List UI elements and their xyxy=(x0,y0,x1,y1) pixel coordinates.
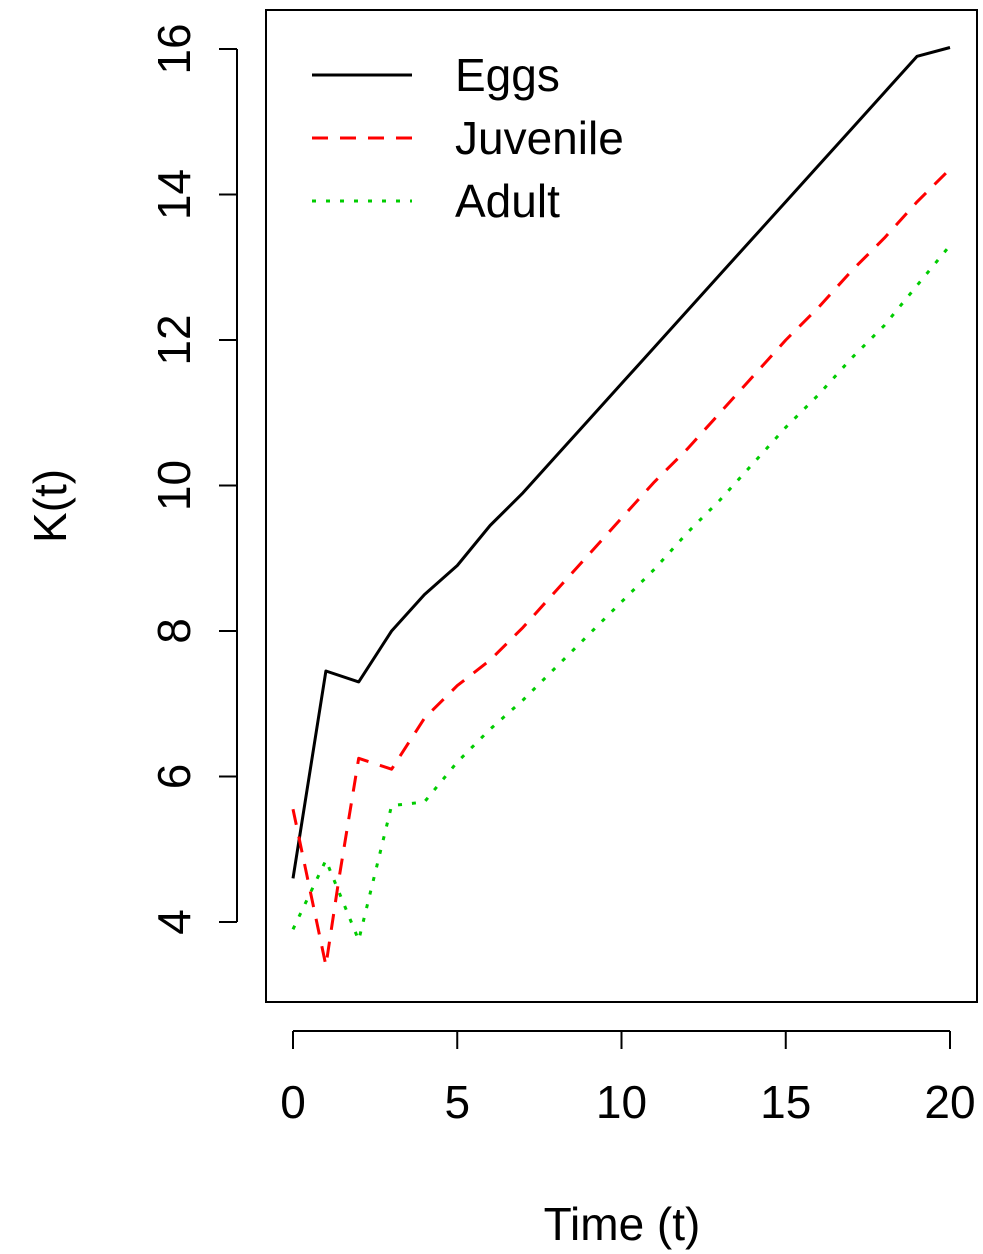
series-line-eggs xyxy=(291,46,951,879)
y-axis: 4 6 8 10 12 14 16 xyxy=(148,23,238,935)
x-tick-label: 15 xyxy=(760,1076,811,1128)
x-tick-label: 0 xyxy=(280,1076,306,1128)
x-tick-label: 20 xyxy=(924,1076,975,1128)
x-axis: 0 5 10 15 20 xyxy=(280,1030,976,1128)
x-tick-label: 5 xyxy=(444,1076,470,1128)
y-tick-label: 14 xyxy=(148,169,200,220)
series-line-adult xyxy=(291,244,952,942)
y-tick-label: 16 xyxy=(148,23,200,74)
y-tick-label: 8 xyxy=(148,618,200,644)
legend-label-eggs: Eggs xyxy=(455,49,560,101)
y-tick-label: 4 xyxy=(148,909,200,935)
y-axis-label: K(t) xyxy=(24,469,76,543)
series-line-juvenile xyxy=(291,167,952,968)
x-axis-label: Time (t) xyxy=(544,1198,701,1250)
y-tick-label: 6 xyxy=(148,764,200,790)
legend: Eggs Juvenile Adult xyxy=(312,49,624,227)
series-layer xyxy=(291,46,952,968)
y-tick-label: 12 xyxy=(148,314,200,365)
legend-label-juvenile: Juvenile xyxy=(455,112,624,164)
x-tick-label: 10 xyxy=(596,1076,647,1128)
legend-label-adult: Adult xyxy=(455,175,560,227)
y-tick-label: 10 xyxy=(148,460,200,511)
plot-frame xyxy=(265,9,978,1003)
